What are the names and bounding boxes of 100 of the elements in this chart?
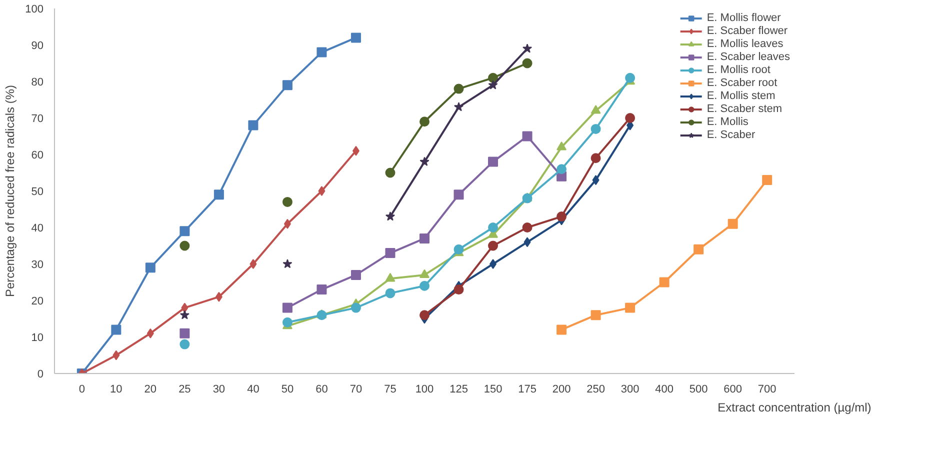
point [284, 218, 291, 229]
point [490, 259, 497, 269]
point [181, 302, 188, 313]
y-tick-label: 60 [31, 150, 44, 162]
point [590, 105, 601, 114]
point [180, 328, 190, 338]
x-tick-label: 75 [384, 384, 396, 396]
point [420, 116, 430, 127]
point [694, 244, 704, 254]
point [350, 302, 361, 313]
x-tick-label: 50 [281, 384, 294, 396]
point [146, 328, 154, 338]
point [420, 233, 430, 244]
x-tick-label: 200 [552, 384, 571, 396]
point [488, 240, 498, 251]
point [316, 284, 327, 295]
legend-label: E. Scaber [706, 129, 756, 141]
x-tick-label: 150 [484, 384, 502, 396]
x-tick-label: 0 [78, 384, 85, 396]
x-tick-label: 175 [518, 384, 536, 396]
point [454, 190, 464, 200]
x-tick-label: 10 [110, 384, 122, 396]
x-tick-label: 25 [178, 384, 191, 396]
y-tick-label: 90 [31, 40, 44, 52]
point [524, 237, 531, 248]
point [282, 259, 292, 268]
y-tick-label: 50 [31, 186, 44, 198]
legend-label: E. Scaber root [706, 77, 778, 89]
legend-label: E. Mollis stem [706, 90, 776, 102]
point [454, 244, 464, 254]
point [180, 339, 190, 350]
point [180, 240, 190, 251]
point [112, 350, 120, 360]
point [590, 153, 601, 164]
point [215, 292, 222, 302]
point [248, 120, 258, 130]
point [522, 44, 532, 53]
point [282, 80, 292, 90]
y-axis-title: Percentage of reduced free radicals (%) [3, 84, 18, 298]
point [318, 186, 326, 196]
point [488, 222, 498, 232]
y-tick-label: 10 [31, 332, 44, 344]
legend-label: E. Mollis leaves [706, 38, 784, 50]
point [454, 84, 464, 94]
point [145, 262, 156, 273]
point [214, 190, 224, 200]
point [522, 58, 532, 68]
point [625, 302, 636, 313]
x-tick-label: 400 [655, 384, 674, 396]
point [282, 302, 292, 313]
point [590, 310, 601, 320]
point [592, 175, 600, 186]
y-tick-label: 30 [31, 259, 44, 271]
legend-label: E. Mollis [706, 116, 748, 128]
point [180, 310, 190, 320]
y-tick-label: 40 [31, 222, 44, 234]
point [522, 222, 532, 232]
point [385, 168, 396, 178]
y-tick-label: 100 [25, 4, 44, 16]
legend-label: E. Scaber flower [706, 25, 788, 37]
y-tick-label: 20 [31, 296, 44, 308]
x-tick-label: 600 [724, 384, 742, 396]
x-tick-label: 500 [689, 384, 708, 396]
point [180, 226, 190, 236]
x-tick-label: 20 [144, 384, 157, 396]
point [556, 324, 567, 335]
point [762, 175, 772, 186]
point [556, 164, 567, 174]
point [625, 72, 636, 83]
point [556, 212, 567, 222]
point [659, 277, 670, 288]
x-tick-label: 100 [415, 384, 434, 396]
point [420, 156, 430, 166]
point [420, 269, 430, 278]
point [420, 280, 430, 291]
x-axis-title: Extract concentration (µg/ml) [718, 400, 872, 414]
x-tick-label: 125 [450, 384, 468, 396]
x-tick-label: 60 [316, 384, 328, 396]
point [316, 47, 327, 58]
point [488, 80, 498, 90]
y-tick-label: 80 [31, 76, 44, 88]
point [556, 142, 567, 150]
y-tick-label: 70 [31, 113, 44, 125]
legend-label: E. Scaber stem [706, 103, 782, 115]
point [590, 124, 601, 134]
point [522, 131, 532, 142]
point [111, 324, 122, 335]
x-tick-label: 40 [247, 384, 260, 396]
x-tick-label: 700 [758, 384, 776, 396]
x-tick-label: 300 [620, 384, 640, 396]
x-tick-label: 250 [586, 384, 605, 396]
legend-label: E. Mollis root [706, 64, 770, 76]
point [488, 72, 498, 83]
point [250, 259, 257, 269]
point [728, 218, 738, 229]
point [454, 102, 464, 112]
y-tick-label: 0 [37, 368, 44, 380]
point [282, 196, 292, 207]
point [385, 288, 396, 298]
point [454, 284, 464, 295]
